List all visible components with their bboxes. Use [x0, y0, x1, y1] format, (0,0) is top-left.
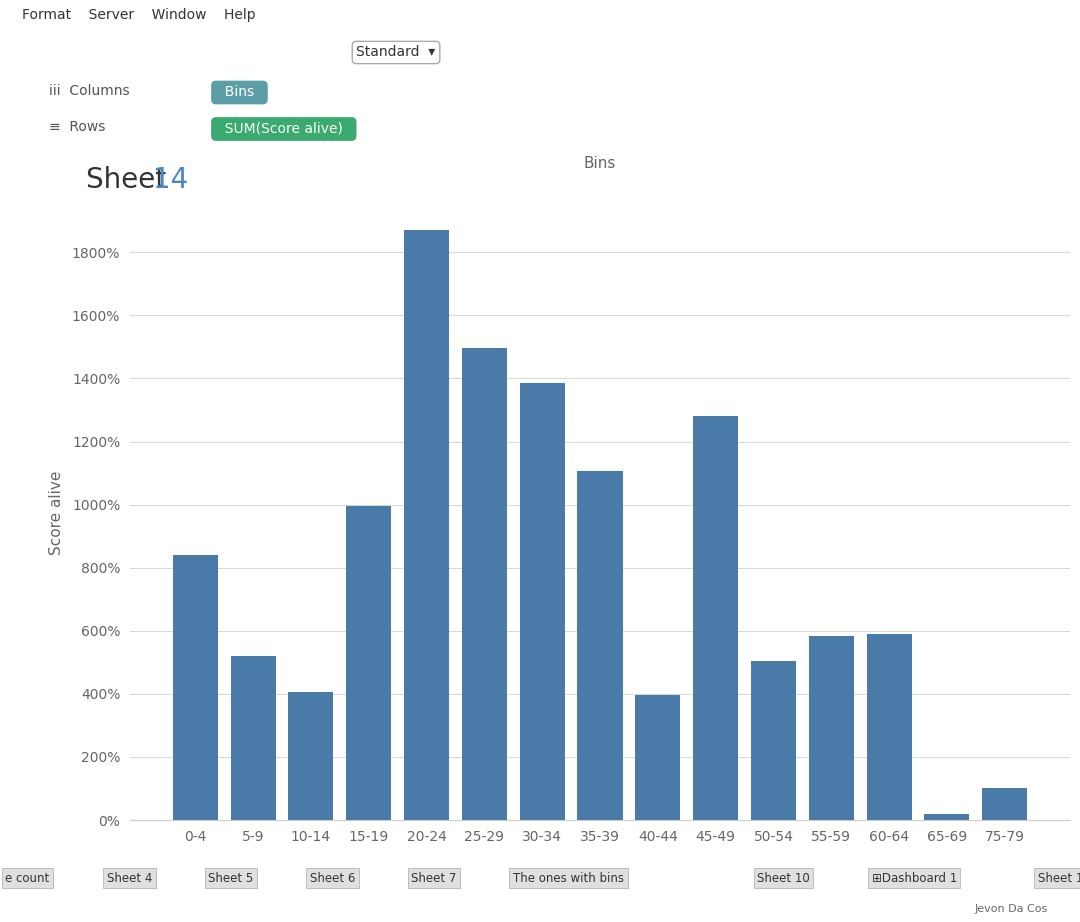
Bar	[982, 788, 1027, 820]
Text: Sheet 11: Sheet 11	[1038, 872, 1080, 885]
Text: Standard  ▾: Standard ▾	[356, 45, 435, 60]
Text: e count: e count	[5, 872, 50, 885]
Bar	[866, 634, 912, 820]
Bar	[578, 471, 622, 820]
Text: SUM(Score alive): SUM(Score alive)	[216, 122, 352, 136]
Text: 14: 14	[152, 166, 188, 194]
Text: ⊞Dashboard 1: ⊞Dashboard 1	[872, 872, 957, 885]
Bar	[462, 349, 507, 820]
Bar	[751, 661, 796, 820]
Text: ≡  Rows: ≡ Rows	[49, 120, 105, 134]
Bar	[404, 230, 449, 820]
Bar	[173, 555, 218, 820]
Bar	[288, 692, 334, 820]
Text: Bins: Bins	[216, 86, 262, 100]
Text: Sheet: Sheet	[86, 166, 175, 194]
Text: Sheet 6: Sheet 6	[310, 872, 355, 885]
Bar	[924, 814, 970, 820]
Bar	[693, 417, 739, 820]
Text: iii  Columns: iii Columns	[49, 84, 130, 98]
Text: The ones with bins: The ones with bins	[513, 872, 624, 885]
Bar	[230, 656, 275, 820]
Text: Bins: Bins	[584, 156, 617, 171]
Text: Jevon Da Cos: Jevon Da Cos	[974, 904, 1048, 914]
Text: Sheet 7: Sheet 7	[411, 872, 457, 885]
Bar	[809, 635, 854, 820]
Text: Sheet 5: Sheet 5	[208, 872, 254, 885]
Bar	[519, 384, 565, 820]
Text: Sheet 4: Sheet 4	[107, 872, 152, 885]
Bar	[635, 695, 680, 820]
Y-axis label: Score alive: Score alive	[49, 470, 64, 555]
Bar	[347, 506, 391, 820]
Text: Sheet 10: Sheet 10	[757, 872, 810, 885]
Text: Format    Server    Window    Help: Format Server Window Help	[22, 8, 255, 22]
